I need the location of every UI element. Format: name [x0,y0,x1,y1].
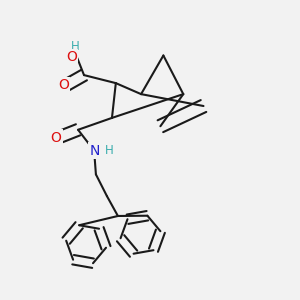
Text: O: O [51,130,62,145]
Text: H: H [105,143,114,157]
Text: N: N [89,144,100,158]
Text: H: H [71,40,80,53]
Text: O: O [66,50,77,64]
Text: O: O [58,78,69,92]
